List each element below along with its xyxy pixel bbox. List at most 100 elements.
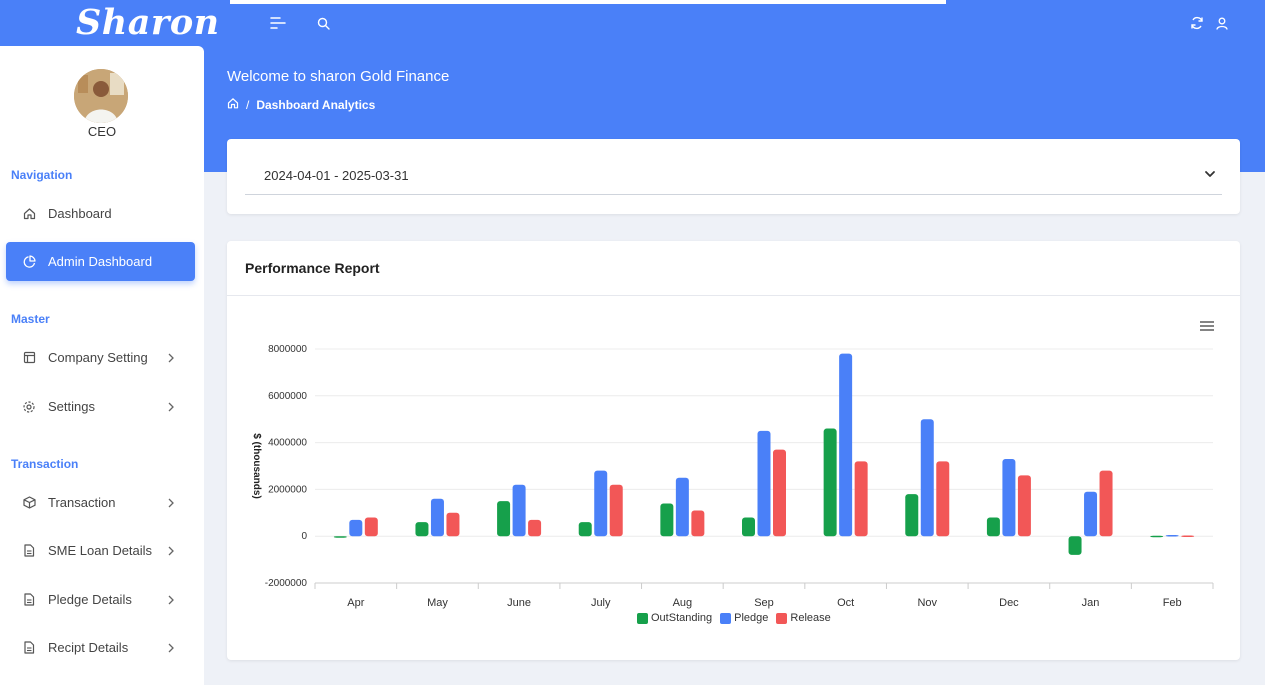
y-tick-label: 0 [301, 531, 307, 542]
y-tick-label: 6000000 [268, 391, 307, 402]
bar-release [446, 512, 460, 537]
search-icon[interactable] [314, 14, 332, 32]
chevron-right-icon [167, 593, 175, 608]
bar-outstanding [660, 503, 674, 537]
user-role: CEO [87, 124, 117, 139]
chevron-right-icon [167, 544, 175, 559]
bar-outstanding [415, 522, 429, 537]
sidebar-item-sme-loan-details[interactable]: SME Loan Details [6, 531, 195, 570]
legend-label: OutStanding [651, 612, 713, 624]
home-icon [21, 206, 37, 222]
sidebar-item-label: Dashboard [48, 206, 112, 221]
sidebar-item-label: Recipt Details [48, 640, 129, 655]
file-icon [21, 640, 37, 656]
bar-outstanding [1068, 536, 1082, 555]
performance-chart: 8000000 6000000 4000000 2000000 0 -2000000 $ (… [251, 344, 1214, 609]
bar-release [609, 484, 623, 537]
bar-release [1017, 475, 1031, 537]
legend-item[interactable]: Release [776, 612, 831, 624]
y-tick-label: -2000000 [265, 578, 308, 589]
bar-release [1099, 470, 1113, 537]
user-icon[interactable] [1213, 14, 1231, 32]
x-tick-label: Sep [754, 597, 774, 609]
x-tick-label: Oct [837, 597, 854, 609]
sidebar-item-label: Settings [48, 399, 95, 414]
bar-release [1181, 535, 1195, 537]
nav-heading-transaction: Transaction [11, 457, 79, 471]
chevron-right-icon [167, 641, 175, 656]
sidebar-item-pledge-details[interactable]: Pledge Details [6, 580, 195, 619]
legend-swatch [776, 612, 788, 624]
x-tick-label: Jan [1082, 597, 1100, 609]
x-tick-label: Dec [999, 597, 1019, 609]
menu-toggle-icon[interactable] [269, 14, 287, 32]
sidebar-item-label: SME Loan Details [48, 543, 153, 558]
sidebar-item-dashboard[interactable]: Dashboard [6, 194, 195, 233]
legend-label: Release [790, 612, 831, 624]
pie-chart-icon [21, 254, 37, 270]
sidebar-item-settings[interactable]: Settings [6, 387, 195, 426]
chevron-right-icon [167, 400, 175, 415]
y-tick-label: 2000000 [268, 484, 307, 495]
x-tick-label: May [427, 597, 448, 609]
bar-release [773, 449, 786, 537]
card-title: Performance Report [245, 260, 380, 276]
bar-pledge [757, 430, 771, 537]
avatar[interactable] [74, 69, 128, 123]
x-tick-label: Nov [917, 597, 937, 609]
app-logo[interactable]: Sharon [76, 2, 220, 43]
sidebar-item-admin-dashboard[interactable]: Admin Dashboard [6, 242, 195, 281]
gear-icon [21, 399, 37, 415]
bar-release [691, 510, 705, 537]
bar-release [528, 519, 542, 537]
home-icon[interactable] [227, 97, 239, 112]
x-tick-label: July [591, 597, 611, 609]
file-icon [21, 592, 37, 608]
bar-release [854, 461, 868, 537]
refresh-icon[interactable] [1188, 14, 1206, 32]
breadcrumb-current[interactable]: Dashboard Analytics [256, 97, 376, 112]
bar-outstanding [986, 517, 1000, 537]
bar-pledge [1084, 491, 1098, 537]
sidebar-item-recipt-details[interactable]: Recipt Details [6, 628, 195, 667]
bar-release [364, 517, 378, 537]
chevron-down-icon[interactable] [1204, 168, 1216, 183]
sidebar-item-transaction[interactable]: Transaction [6, 483, 195, 522]
chevron-right-icon [167, 496, 175, 511]
bar-pledge [430, 498, 444, 537]
x-tick-label: Apr [347, 597, 364, 609]
bar-outstanding [578, 522, 592, 537]
performance-report-card: Performance Report 8000000 6000000 4000000… [227, 241, 1240, 660]
bar-pledge [594, 470, 608, 537]
header-progress-line [230, 0, 946, 4]
bar-outstanding [333, 536, 347, 538]
bar-outstanding [905, 494, 919, 537]
sidebar-item-label: Transaction [48, 495, 116, 510]
nav-heading-navigation: Navigation [11, 168, 73, 182]
breadcrumb: / Dashboard Analytics [227, 97, 375, 112]
date-range-select[interactable]: 2024-04-01 - 2025-03-31 [245, 157, 1222, 195]
legend-swatch [637, 612, 648, 624]
bar-pledge [920, 419, 934, 537]
bar-pledge [1165, 535, 1179, 537]
bar-pledge [349, 519, 363, 537]
chevron-right-icon [167, 351, 175, 366]
file-icon [21, 543, 37, 559]
bar-release [936, 461, 950, 537]
box-icon [21, 495, 37, 511]
x-tick-label: June [507, 597, 531, 609]
legend-item[interactable]: OutStanding [637, 612, 712, 624]
layout-icon [21, 350, 37, 366]
legend-item[interactable]: Pledge [720, 612, 768, 624]
legend-swatch [720, 612, 732, 624]
sidebar-item-label: Pledge Details [48, 592, 132, 607]
sidebar-item-label: Admin Dashboard [48, 254, 153, 269]
sidebar-item-company-setting[interactable]: Company Setting [6, 338, 195, 377]
bar-outstanding [823, 428, 837, 537]
welcome-text: Welcome to sharon Gold Finance [227, 68, 450, 85]
bar-pledge [839, 353, 853, 537]
bar-outstanding [497, 501, 511, 537]
bar-pledge [1002, 458, 1016, 537]
chart-menu-icon[interactable] [1199, 319, 1215, 333]
bar-pledge [512, 484, 526, 537]
